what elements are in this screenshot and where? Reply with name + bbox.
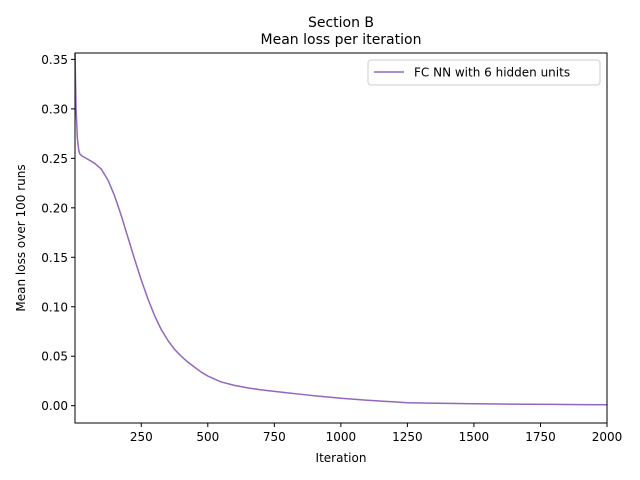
x-tick-label: 250 xyxy=(130,430,153,444)
chart-subtitle: Mean loss per iteration xyxy=(261,32,422,48)
y-tick-label: 0.05 xyxy=(41,350,68,364)
plot-frame xyxy=(74,52,608,424)
legend-label: FC NN with 6 hidden units xyxy=(414,66,570,80)
x-tick-label: 1250 xyxy=(392,430,423,444)
y-tick-label: 0.15 xyxy=(41,251,68,265)
series-line-0 xyxy=(74,52,608,406)
series-layer xyxy=(74,52,608,406)
y-tick-label: 0.25 xyxy=(41,152,68,166)
x-tick-label: 750 xyxy=(263,430,286,444)
y-axis-ticks: 0.00 0.05 0.10 0.15 0.20 0.25 0.30 0.35 xyxy=(41,53,75,413)
x-axis-label: Iteration xyxy=(316,451,367,465)
y-tick-label: 0.00 xyxy=(41,399,68,413)
x-tick-label: 500 xyxy=(196,430,219,444)
y-tick-label: 0.10 xyxy=(41,300,68,314)
y-tick-label: 0.35 xyxy=(41,53,68,67)
legend: FC NN with 6 hidden units xyxy=(367,59,601,86)
y-axis-label: Mean loss over 100 runs xyxy=(14,164,28,311)
y-tick-label: 0.30 xyxy=(41,102,68,116)
x-tick-label: 1750 xyxy=(525,430,556,444)
y-tick-label: 0.20 xyxy=(41,201,68,215)
legend-box xyxy=(367,59,601,86)
x-tick-label: 2000 xyxy=(592,430,623,444)
plot-area xyxy=(75,53,607,423)
x-axis-ticks: 250 500 750 1000 1250 1500 1750 2000 xyxy=(130,423,622,444)
x-tick-label: 1500 xyxy=(459,430,490,444)
chart-title: Section B xyxy=(308,15,374,31)
x-tick-label: 1000 xyxy=(326,430,357,444)
